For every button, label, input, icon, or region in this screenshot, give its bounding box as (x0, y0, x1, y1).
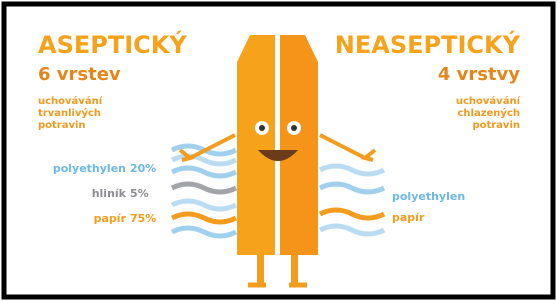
layers-count: 6 vrstev (38, 64, 121, 85)
description: chlazených (457, 107, 520, 119)
material-name: polyethylen (53, 162, 126, 175)
description: potravin (472, 120, 520, 131)
material-name: hliník (92, 187, 127, 200)
title: NEASEPTICKÝ (335, 29, 521, 59)
title: ASEPTICKÝ (38, 29, 187, 59)
description: trvanlivých (38, 107, 101, 119)
description: potravin (38, 120, 86, 131)
material-share: 5% (130, 187, 149, 200)
material-name: papír (94, 212, 127, 225)
description: uchovávání (456, 95, 521, 107)
infographic: ASEPTICKÝ 6 vrstev uchovávání trvanlivýc… (0, 0, 557, 301)
material-share: 75% (130, 212, 156, 225)
description: uchovávání (38, 95, 103, 107)
layers-count: 4 vrstvy (438, 64, 520, 85)
material-name: papír (392, 211, 425, 224)
material-share: 20% (130, 162, 156, 175)
material-name: polyethylen (392, 190, 465, 203)
